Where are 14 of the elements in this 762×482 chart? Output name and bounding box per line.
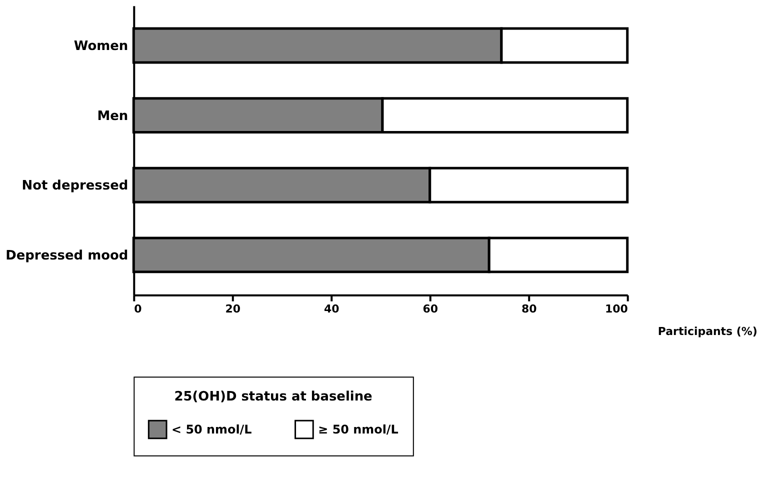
y-tick-label: Men	[97, 108, 128, 124]
x-tick-label: 60	[422, 302, 438, 316]
x-tick-label: 0	[134, 302, 142, 316]
legend-title: 25(OH)D status at baseline	[174, 390, 373, 405]
x-tick-label: 100	[604, 302, 628, 316]
y-tick-label: Not depressed	[22, 178, 128, 194]
x-tick-label: 20	[225, 302, 241, 316]
x-tick-label: 80	[521, 302, 538, 316]
y-tick-label: Depressed mood	[6, 248, 128, 264]
legend-label: ≥ 50 nmol/L	[318, 422, 399, 436]
x-axis-title: Participants (%)	[658, 325, 758, 338]
y-tick-label: Women	[74, 38, 128, 54]
legend-label: < 50 nmol/L	[172, 422, 252, 436]
x-tick-label: 40	[324, 302, 340, 316]
